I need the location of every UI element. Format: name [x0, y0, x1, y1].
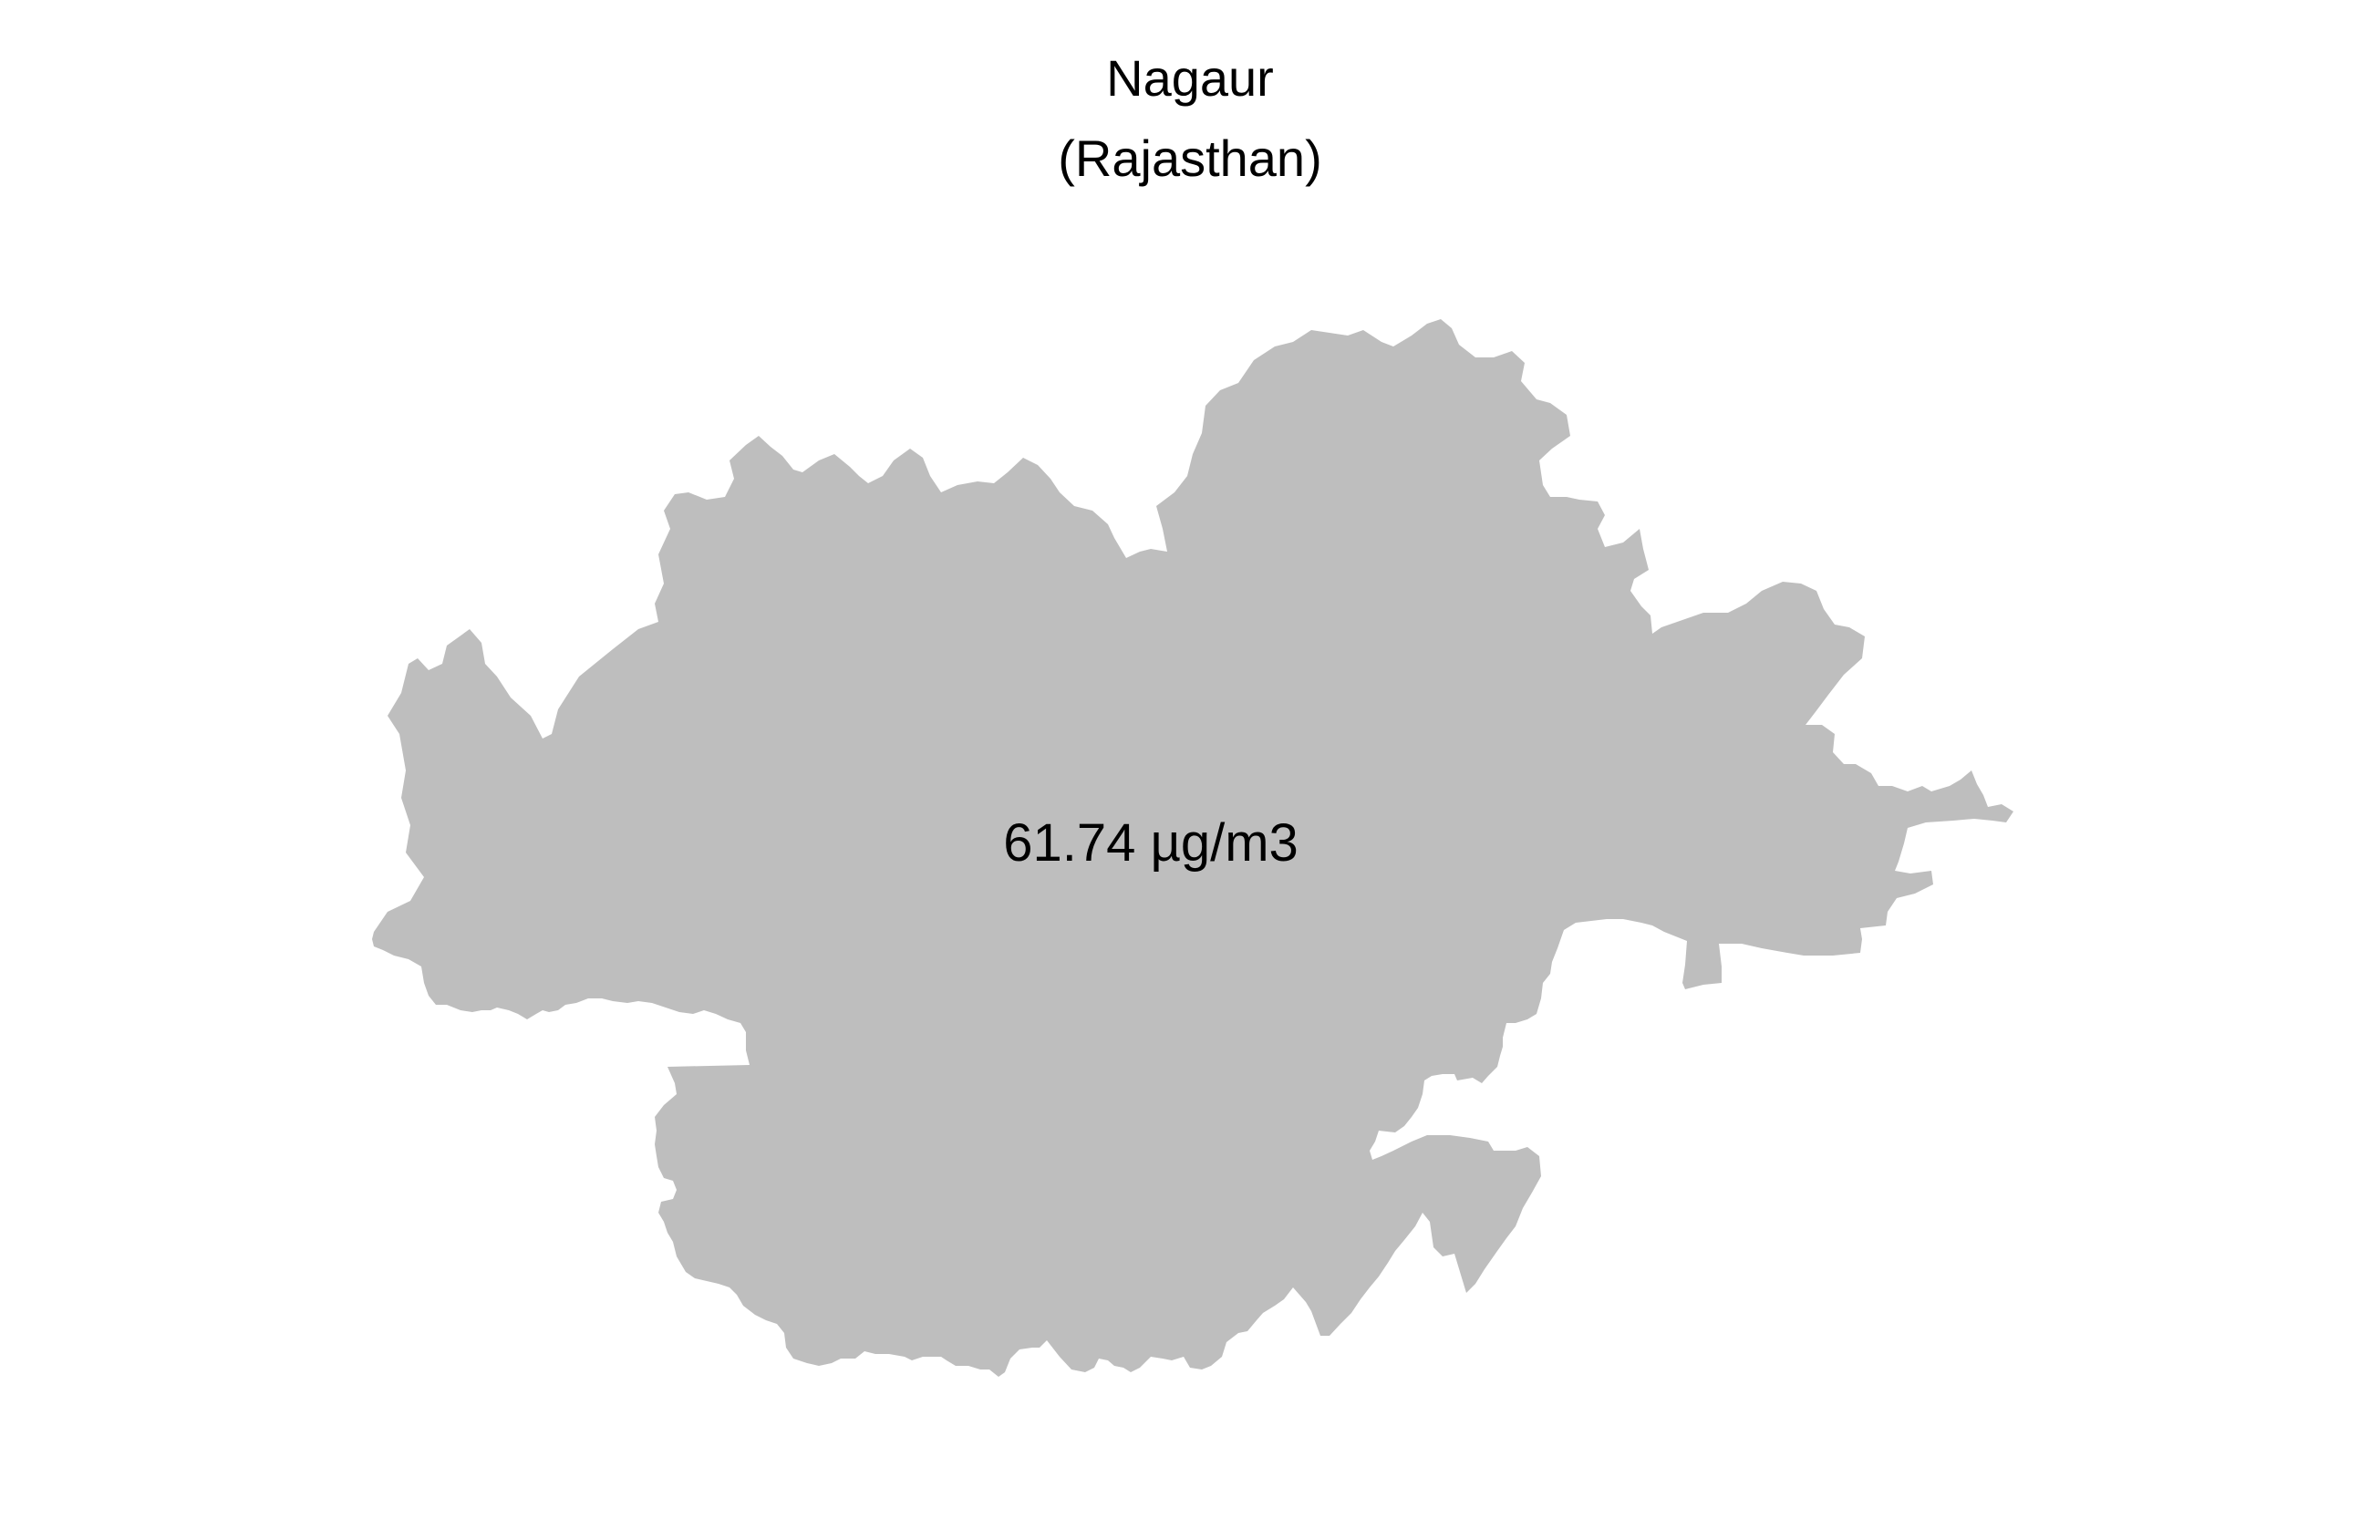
district-boundary — [372, 319, 2013, 1377]
value-label: 61.74 µg/m3 — [1003, 813, 1299, 873]
district-name: Nagaur — [1106, 49, 1274, 107]
map-title: Nagaur (Rajasthan) — [0, 38, 2380, 199]
state-name: (Rajasthan) — [1058, 129, 1322, 187]
